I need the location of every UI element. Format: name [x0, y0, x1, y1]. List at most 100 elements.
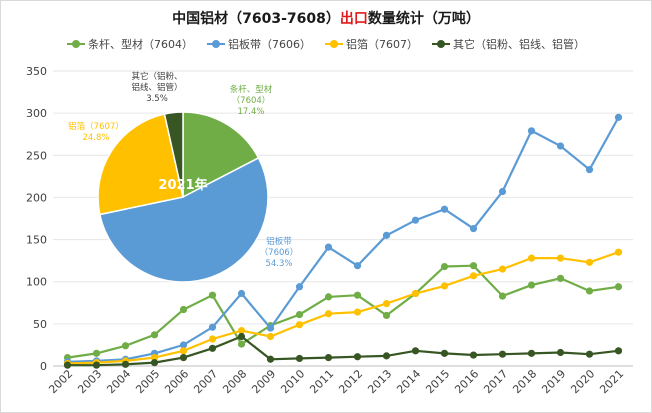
data-point[interactable]: [237, 289, 246, 298]
data-point[interactable]: [440, 349, 449, 357]
data-point[interactable]: [150, 331, 159, 339]
pie-slice[interactable]: [98, 156, 269, 283]
pie-slice-label: 铝箔（7607）: [68, 121, 124, 132]
data-point[interactable]: [440, 205, 449, 213]
data-point[interactable]: [498, 187, 507, 196]
data-point[interactable]: [527, 349, 536, 357]
data-point[interactable]: [324, 353, 333, 362]
x-tick-label: 2006: [162, 367, 191, 396]
data-point[interactable]: [382, 231, 391, 239]
data-point[interactable]: [469, 272, 478, 280]
data-point[interactable]: [614, 248, 623, 256]
legend-item-7607[interactable]: 铝箔（7607）: [325, 36, 418, 52]
data-point[interactable]: [208, 291, 217, 299]
data-point[interactable]: [324, 243, 333, 251]
legend-marker-7607: [325, 40, 343, 48]
pie-percent-label: 3.5%: [146, 94, 168, 104]
data-point[interactable]: [295, 321, 304, 329]
x-tick-label: 2017: [481, 367, 510, 396]
x-tick-label: 2010: [278, 367, 307, 396]
data-point[interactable]: [498, 292, 507, 300]
data-point[interactable]: [237, 340, 246, 348]
data-point[interactable]: [266, 324, 275, 332]
data-point[interactable]: [121, 360, 130, 368]
pie-slice[interactable]: [97, 113, 184, 216]
legend-item-other[interactable]: 其它（铝粉、铝线、铝管）: [432, 36, 585, 52]
data-point[interactable]: [237, 332, 246, 341]
data-point[interactable]: [324, 293, 333, 301]
data-point[interactable]: [179, 353, 188, 362]
data-point[interactable]: [92, 361, 101, 369]
data-point[interactable]: [179, 347, 188, 355]
data-point[interactable]: [498, 350, 507, 358]
data-point[interactable]: [556, 254, 565, 262]
data-point[interactable]: [469, 351, 478, 359]
data-point[interactable]: [353, 262, 362, 270]
pie-percent-label: 54.3%: [265, 259, 292, 269]
data-point[interactable]: [411, 347, 420, 355]
x-tick-label: 2013: [365, 367, 394, 396]
pie-slice[interactable]: [182, 111, 260, 199]
data-point[interactable]: [585, 350, 594, 358]
y-tick-label: 150: [26, 234, 47, 247]
data-point[interactable]: [614, 347, 623, 355]
data-point[interactable]: [382, 352, 391, 360]
series-line-2: [67, 251, 619, 365]
data-point[interactable]: [614, 283, 623, 291]
data-point[interactable]: [614, 113, 623, 121]
legend: 条杆、型材（7604） 铝板带（7606） 铝箔（7607） 其它（铝粉、铝线、…: [1, 36, 651, 52]
data-point[interactable]: [295, 354, 304, 363]
data-point[interactable]: [527, 254, 536, 262]
data-point[interactable]: [382, 311, 391, 320]
data-point[interactable]: [150, 353, 159, 362]
data-point[interactable]: [353, 353, 362, 361]
data-point[interactable]: [266, 332, 275, 341]
data-point[interactable]: [150, 359, 159, 367]
data-point[interactable]: [498, 265, 507, 273]
x-tick-label: 2007: [191, 367, 220, 396]
x-tick-label: 2009: [249, 367, 278, 396]
data-point[interactable]: [469, 262, 478, 270]
data-point[interactable]: [382, 300, 391, 308]
data-point[interactable]: [179, 305, 188, 314]
data-point[interactable]: [63, 361, 72, 369]
data-point[interactable]: [585, 287, 594, 295]
legend-item-7604[interactable]: 条杆、型材（7604）: [67, 36, 193, 52]
data-point[interactable]: [556, 348, 565, 357]
data-point[interactable]: [353, 308, 362, 316]
data-point[interactable]: [556, 274, 565, 282]
y-tick-label: 100: [26, 276, 47, 289]
data-point[interactable]: [237, 327, 246, 335]
legend-label-7607: 铝箔（7607）: [346, 38, 418, 51]
data-point[interactable]: [295, 310, 304, 319]
y-tick-label: 0: [40, 360, 47, 373]
data-point[interactable]: [121, 342, 130, 350]
data-point[interactable]: [440, 282, 449, 290]
data-point[interactable]: [324, 310, 333, 318]
data-point[interactable]: [295, 283, 304, 291]
pie-slice[interactable]: [163, 111, 184, 198]
pie-percent-label: 17.4%: [237, 107, 264, 117]
data-point[interactable]: [469, 225, 478, 233]
data-point[interactable]: [585, 166, 594, 174]
data-point[interactable]: [556, 142, 565, 150]
pie-slice-label: 其它（铝粉、: [131, 71, 182, 82]
data-point[interactable]: [411, 289, 420, 298]
data-point[interactable]: [208, 344, 217, 352]
data-point[interactable]: [411, 216, 420, 224]
data-point[interactable]: [92, 349, 101, 357]
x-tick-label: 2004: [104, 367, 133, 396]
data-point[interactable]: [179, 341, 188, 349]
data-point[interactable]: [527, 281, 536, 289]
data-point[interactable]: [208, 323, 217, 331]
legend-item-7606[interactable]: 铝板带（7606）: [207, 36, 311, 52]
data-point[interactable]: [353, 291, 362, 299]
data-point[interactable]: [440, 262, 449, 271]
pie-slice-label: （7606）: [260, 247, 299, 258]
data-point[interactable]: [208, 335, 217, 343]
data-point[interactable]: [266, 355, 275, 363]
data-point[interactable]: [585, 258, 594, 266]
data-point[interactable]: [527, 127, 536, 135]
legend-marker-7606: [207, 40, 225, 48]
